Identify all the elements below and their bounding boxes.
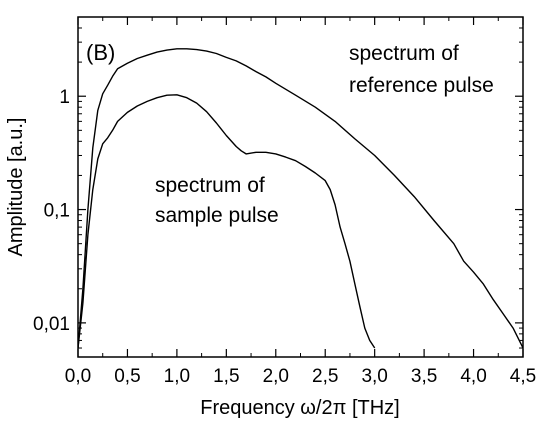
x-tick-label: 2,5 — [312, 366, 338, 387]
plot-frame — [77, 16, 524, 358]
annotation-sample-line2: sample pulse — [155, 204, 279, 227]
x-tick-label: 1,5 — [213, 366, 239, 387]
y-tick-label: 0,1 — [44, 201, 70, 222]
reference-pulse-spectrum-line — [78, 48, 523, 349]
annotation-reference-line1: spectrum of — [349, 42, 459, 65]
x-tick-label: 4,0 — [460, 366, 486, 387]
x-tick-label: 1,0 — [164, 366, 190, 387]
x-tick-label: 3,0 — [361, 366, 387, 387]
x-tick-label: 4,5 — [510, 366, 536, 387]
y-axis-title: Amplitude [a.u.] — [5, 118, 27, 257]
series-layer — [78, 48, 523, 349]
x-axis-title: Frequency ω/2π [THz] — [200, 397, 399, 419]
annotation-reference-line2: reference pulse — [349, 74, 494, 97]
panel-label: (B) — [86, 40, 115, 65]
y-tick-label: 1 — [59, 87, 70, 108]
x-tick-label: 0,0 — [65, 366, 91, 387]
axis-tick-labels: 0,0 0,5 1,0 1,5 2,0 2,5 3,0 3,5 4,0 4,5 0,01 0,1 1 — [33, 87, 536, 387]
x-tick-label: 2,0 — [263, 366, 289, 387]
x-tick-label: 3,5 — [411, 366, 437, 387]
sample-pulse-spectrum-line — [78, 94, 376, 349]
y-tick-label: 0,01 — [33, 314, 70, 335]
annotation-sample-line1: spectrum of — [155, 174, 265, 197]
axis-ticks — [77, 16, 524, 358]
x-tick-label: 0,5 — [114, 366, 140, 387]
